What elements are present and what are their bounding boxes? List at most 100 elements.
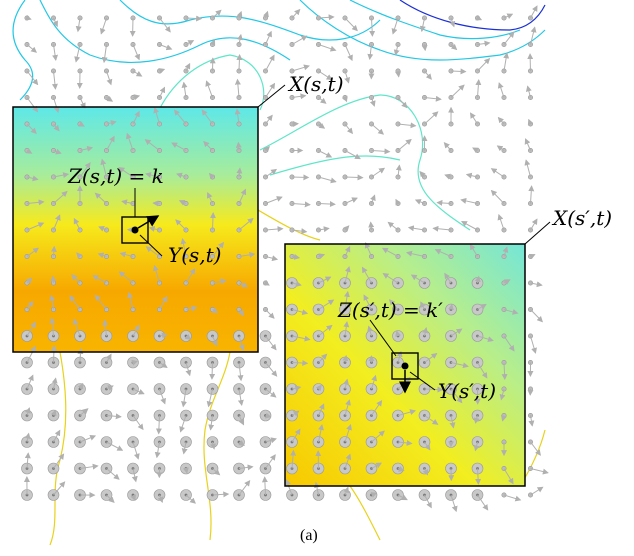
field-arrow	[209, 362, 216, 380]
field-arrow	[171, 142, 187, 151]
field-arrow	[395, 330, 401, 337]
field-arrow	[371, 400, 383, 416]
field-arrow	[469, 112, 478, 125]
field-arrow	[49, 294, 56, 310]
field-arrow	[53, 214, 61, 231]
field-arrow	[26, 123, 37, 135]
field-arrow	[410, 274, 425, 284]
field-arrow	[106, 95, 114, 102]
field-arrow	[432, 225, 452, 232]
field-arrow	[497, 82, 505, 98]
field-arrow	[106, 120, 117, 126]
field-arrow	[148, 225, 160, 232]
field-arrow	[475, 14, 483, 21]
field-arrow	[265, 362, 278, 377]
contour-teal-2	[259, 94, 471, 231]
field-arrow	[391, 17, 399, 35]
field-arrow	[291, 93, 307, 100]
field-arrow	[97, 252, 107, 259]
field-arrow	[414, 199, 425, 205]
field-arrow	[211, 307, 219, 313]
field-arrow	[238, 335, 245, 351]
field-arrow	[51, 377, 58, 390]
vector-field-grid	[21, 5, 549, 513]
field-arrow	[344, 399, 351, 416]
field-arrow	[285, 479, 293, 496]
field-arrow	[318, 353, 328, 363]
field-arrow	[477, 362, 488, 379]
field-arrow	[314, 481, 320, 496]
field-arrow	[159, 44, 173, 51]
field-arrow	[371, 123, 385, 135]
field-arrow	[127, 291, 134, 310]
field-arrow	[69, 295, 81, 310]
field-arrow	[53, 172, 70, 179]
field-arrow	[290, 449, 297, 469]
field-arrow	[424, 352, 438, 363]
field-arrow	[50, 245, 57, 257]
field-arrow	[144, 139, 160, 151]
field-arrow	[501, 362, 508, 381]
field-arrow	[473, 441, 480, 452]
field-arrow	[208, 415, 215, 431]
field-arrow	[460, 197, 478, 204]
field-arrow	[159, 332, 168, 339]
field-arrow	[212, 468, 221, 476]
field-arrow	[79, 463, 99, 470]
field-arrow	[94, 294, 107, 310]
field-arrow	[132, 70, 143, 77]
field-arrow	[503, 279, 511, 285]
field-arrow	[318, 44, 337, 52]
field-arrow	[318, 176, 337, 184]
field-arrow	[343, 378, 349, 390]
field-arrow	[344, 150, 361, 160]
field-arrow	[407, 225, 425, 232]
field-arrow	[344, 44, 353, 62]
field-arrow	[50, 409, 57, 417]
field-arrow	[497, 116, 505, 125]
field-arrow	[118, 166, 134, 178]
field-arrow	[209, 39, 216, 46]
field-arrow	[370, 492, 378, 498]
field-arrow	[159, 388, 166, 405]
field-arrow	[369, 17, 376, 37]
field-arrow	[261, 476, 268, 496]
field-arrow	[132, 388, 145, 395]
field-arrow	[181, 81, 188, 98]
field-arrow	[371, 374, 377, 390]
field-arrow	[52, 17, 58, 28]
contour-blue-top	[399, 0, 546, 31]
field-arrow	[528, 415, 535, 427]
field-arrow	[79, 145, 94, 152]
field-arrow	[503, 468, 514, 485]
field-arrow	[291, 385, 302, 392]
field-arrow	[393, 44, 400, 56]
contour-cyan-4	[349, 0, 521, 40]
field-arrow	[395, 164, 402, 178]
field-arrow	[397, 122, 417, 129]
field-arrow	[265, 437, 277, 444]
field-arrow	[211, 335, 218, 347]
field-arrow	[318, 150, 333, 158]
field-arrow	[444, 272, 452, 284]
field-arrow	[75, 17, 82, 33]
field-arrow	[344, 423, 352, 443]
field-arrow	[25, 277, 33, 284]
field-arrow	[265, 196, 283, 204]
field-arrow	[25, 148, 33, 154]
field-arrow	[238, 309, 245, 317]
field-arrow	[210, 441, 216, 450]
field-arrow	[105, 353, 112, 363]
field-arrow	[344, 17, 358, 32]
field-arrow	[381, 247, 399, 257]
field-arrow	[181, 441, 188, 455]
field-arrow	[53, 429, 61, 443]
field-arrow	[424, 111, 439, 125]
field-arrow	[73, 217, 81, 231]
field-arrow	[343, 486, 349, 496]
field-arrow	[524, 159, 531, 178]
field-arrow	[450, 388, 463, 404]
field-arrow	[397, 97, 408, 109]
field-arrow	[318, 226, 330, 233]
field-arrow	[100, 158, 107, 178]
